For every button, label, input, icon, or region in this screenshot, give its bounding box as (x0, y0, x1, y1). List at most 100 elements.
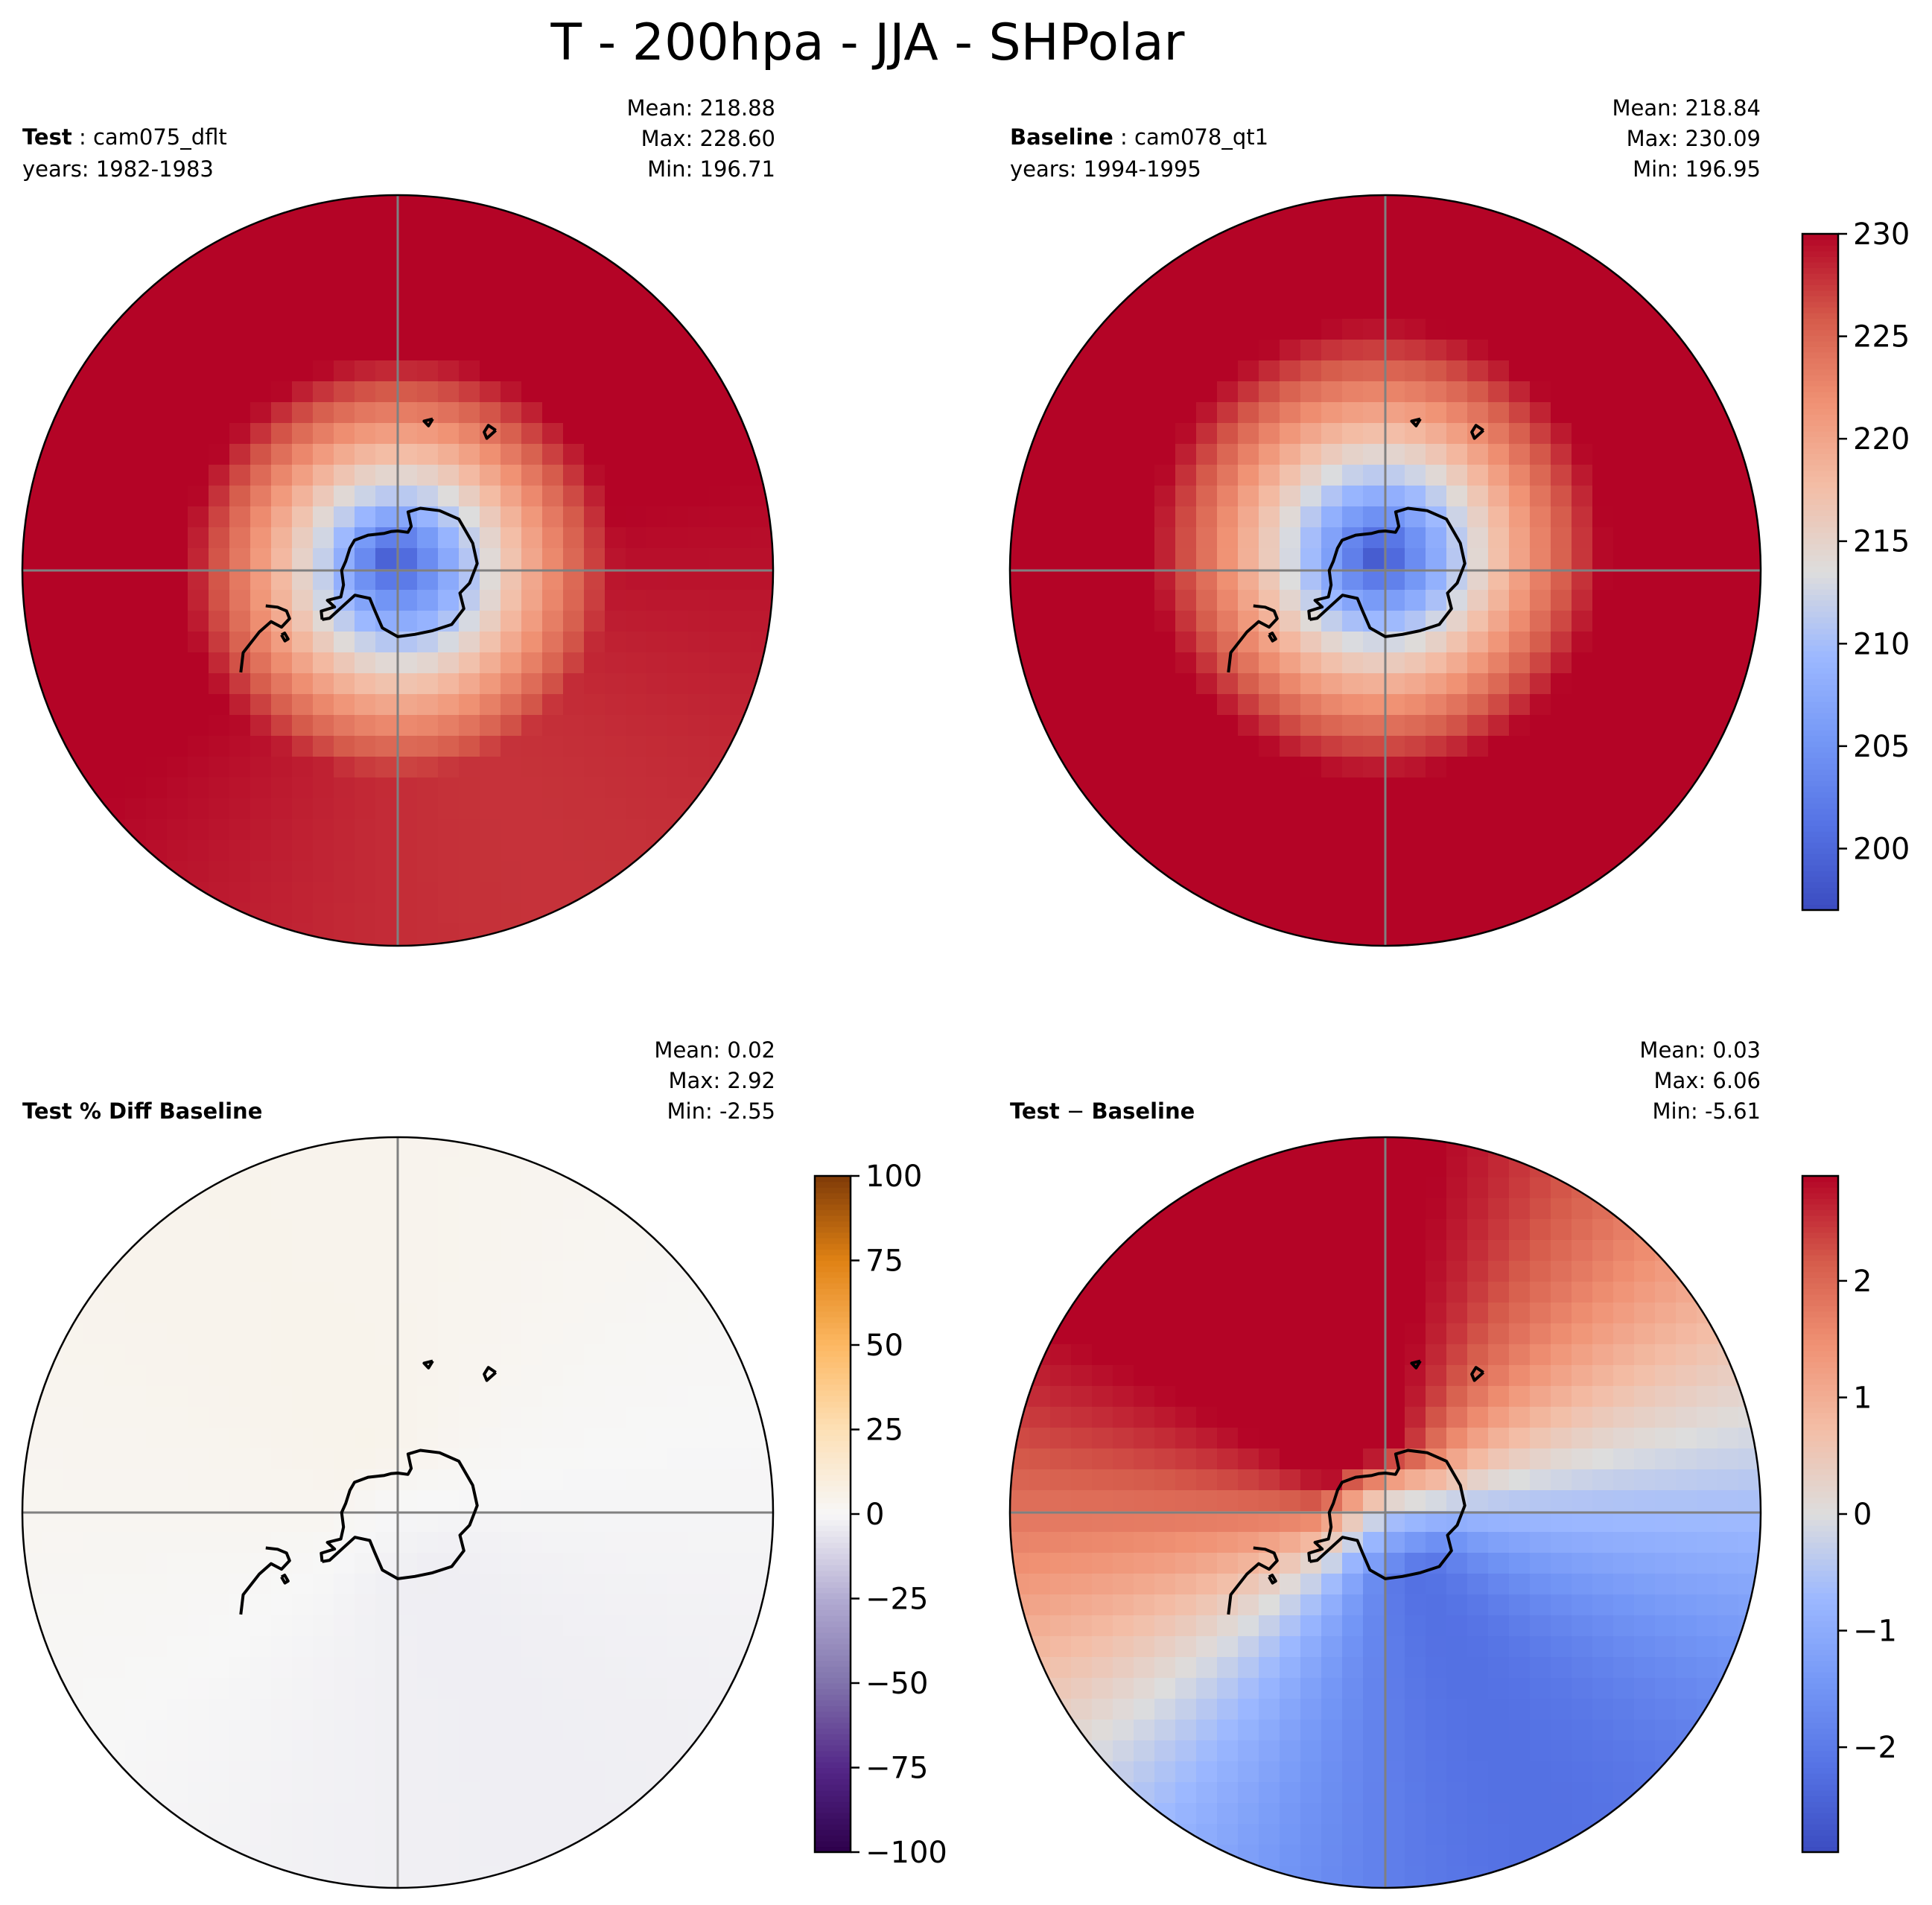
grid-cell (375, 819, 397, 841)
grid-cell (417, 1532, 439, 1553)
grid-cell (42, 1574, 63, 1595)
colorbar-segment (1802, 1796, 1838, 1802)
grid-cell (1238, 1782, 1259, 1804)
colorbar-tick-label: 2 (1853, 1265, 1872, 1299)
grid-cell (626, 1636, 647, 1658)
grid-cell (646, 1219, 668, 1241)
grid-cell (125, 444, 147, 465)
grid-cell (83, 1261, 105, 1282)
grid-cell (1676, 506, 1697, 528)
grid-cell (1217, 1469, 1239, 1491)
grid-cell (375, 1761, 397, 1783)
grid-cell (1321, 903, 1343, 924)
grid-cell (1592, 277, 1614, 299)
grid-cell (146, 1282, 168, 1303)
grid-cell (1572, 1720, 1593, 1741)
grid-cell (396, 1261, 418, 1282)
grid-cell (125, 402, 147, 424)
grid-cell (1300, 652, 1322, 674)
grid-cell (1592, 527, 1614, 549)
grid-cell (563, 1532, 585, 1553)
grid-cell (1551, 1490, 1572, 1512)
grid-cell (1113, 777, 1134, 799)
grid-cell (1530, 611, 1551, 632)
colorbar-segment (1802, 1739, 1838, 1746)
grid-cell (1676, 715, 1697, 737)
grid-cell (459, 882, 480, 903)
grid-cell (417, 1469, 439, 1491)
grid-cell (1467, 1198, 1489, 1220)
grid-cell (1280, 423, 1301, 445)
colorbar-segment (1802, 583, 1838, 590)
grid-cell (542, 1282, 564, 1303)
grid-cell (396, 777, 418, 799)
grid-cell (605, 1303, 626, 1324)
grid-cell (667, 715, 689, 737)
grid-cell (1029, 1594, 1051, 1616)
grid-cell (1134, 1219, 1155, 1241)
grid-cell (1175, 1678, 1197, 1699)
grid-cell (626, 298, 647, 319)
grid-cell (1572, 1699, 1593, 1720)
grid-cell (438, 694, 460, 716)
grid-cell (313, 1657, 334, 1679)
grid-cell (501, 1636, 522, 1658)
grid-cell (563, 214, 585, 236)
grid-cell (584, 465, 606, 486)
grid-cell (688, 1303, 710, 1324)
grid-cell (1217, 319, 1239, 340)
grid-cell (104, 1761, 126, 1783)
grid-cell (1175, 527, 1197, 549)
grid-cell (1655, 819, 1677, 841)
grid-cell (83, 1699, 105, 1720)
colorbar-segment (815, 1615, 851, 1622)
grid-cell (1488, 1782, 1510, 1804)
grid-cell (42, 548, 63, 570)
grid-cell (146, 1720, 168, 1741)
grid-cell (667, 423, 689, 445)
colorbar-segment (815, 1717, 851, 1723)
grid-cell (1217, 715, 1239, 737)
grid-cell (209, 1448, 230, 1470)
grid-cell (1551, 340, 1572, 361)
grid-cell (563, 277, 585, 299)
grid-cell (480, 1615, 501, 1637)
colorbar-segment (1802, 678, 1838, 685)
grid-cell (1175, 1386, 1197, 1408)
grid-cell (1342, 1490, 1364, 1512)
grid-cell (1384, 1428, 1405, 1449)
grid-cell (501, 611, 522, 632)
grid-cell (188, 1740, 209, 1762)
grid-cell (1321, 1845, 1343, 1866)
grid-cell (334, 1137, 355, 1157)
grid-cell (125, 569, 147, 591)
grid-cell (167, 1594, 188, 1616)
grid-cell (1446, 694, 1468, 716)
grid-cell (229, 1448, 251, 1470)
grid-cell (292, 1845, 314, 1866)
grid-cell (1509, 1386, 1531, 1408)
grid-cell (104, 423, 126, 445)
grid-cell (1092, 652, 1113, 674)
grid-cell (1342, 1240, 1364, 1262)
grid-cell (355, 1699, 376, 1720)
grid-cell (1634, 444, 1656, 465)
grid-cell (313, 1761, 334, 1783)
grid-cell (355, 757, 376, 778)
grid-cell (605, 611, 626, 632)
grid-cell (646, 569, 668, 591)
grid-cell (396, 569, 418, 591)
grid-cell (1426, 1657, 1447, 1679)
grid-cell (1592, 1574, 1614, 1595)
baseline-stat-mean: Mean: 218.84 (1612, 95, 1761, 121)
grid-cell (209, 1407, 230, 1428)
grid-cell (396, 319, 418, 340)
colorbar-segment (1802, 1576, 1838, 1583)
grid-cell (229, 1553, 251, 1574)
grid-cell (1259, 298, 1280, 319)
grid-cell (1175, 652, 1197, 674)
grid-cell (1488, 195, 1510, 215)
diff-stat-min: Min: -5.61 (1652, 1098, 1761, 1124)
grid-cell (1592, 1407, 1614, 1428)
grid-cell (1384, 882, 1405, 903)
